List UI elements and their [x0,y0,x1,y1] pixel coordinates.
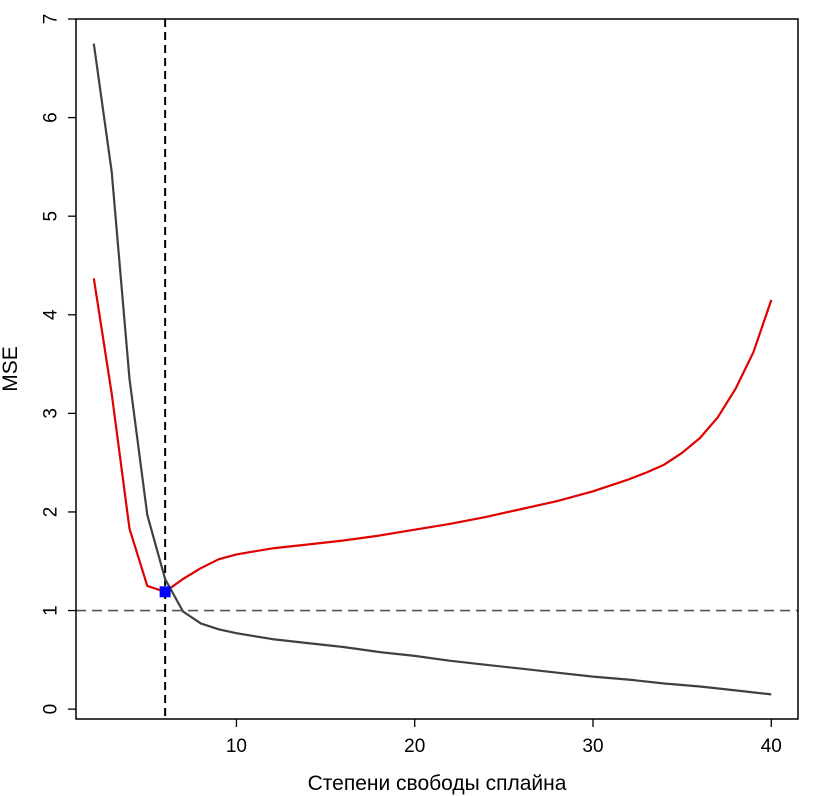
optimum-marker [159,586,171,598]
y-tick-label: 0 [41,704,62,715]
x-axis-title: Степени свободы сплайна [308,772,567,795]
y-tick-label: 4 [41,309,62,320]
y-tick-label: 6 [41,112,62,123]
x-tick-label: 20 [404,736,425,757]
series-line-1 [92,278,773,593]
y-tick-label: 3 [41,408,62,419]
series-line-2 [92,43,772,696]
x-tick-label: 30 [582,736,603,757]
y-axis: 0 1 2 3 4 5 6 7 [41,14,76,715]
y-axis-title: MSE [0,346,22,392]
y-tick-label: 1 [41,605,62,616]
x-tick-label: 40 [761,736,782,757]
x-axis: 10 20 30 40 [226,719,782,757]
chart-marks [76,19,798,719]
y-tick-label: 2 [41,507,62,518]
y-tick-label: 7 [41,14,62,25]
y-tick-label: 5 [41,211,62,222]
x-tick-label: 10 [226,736,247,757]
plot-frame [75,18,799,720]
